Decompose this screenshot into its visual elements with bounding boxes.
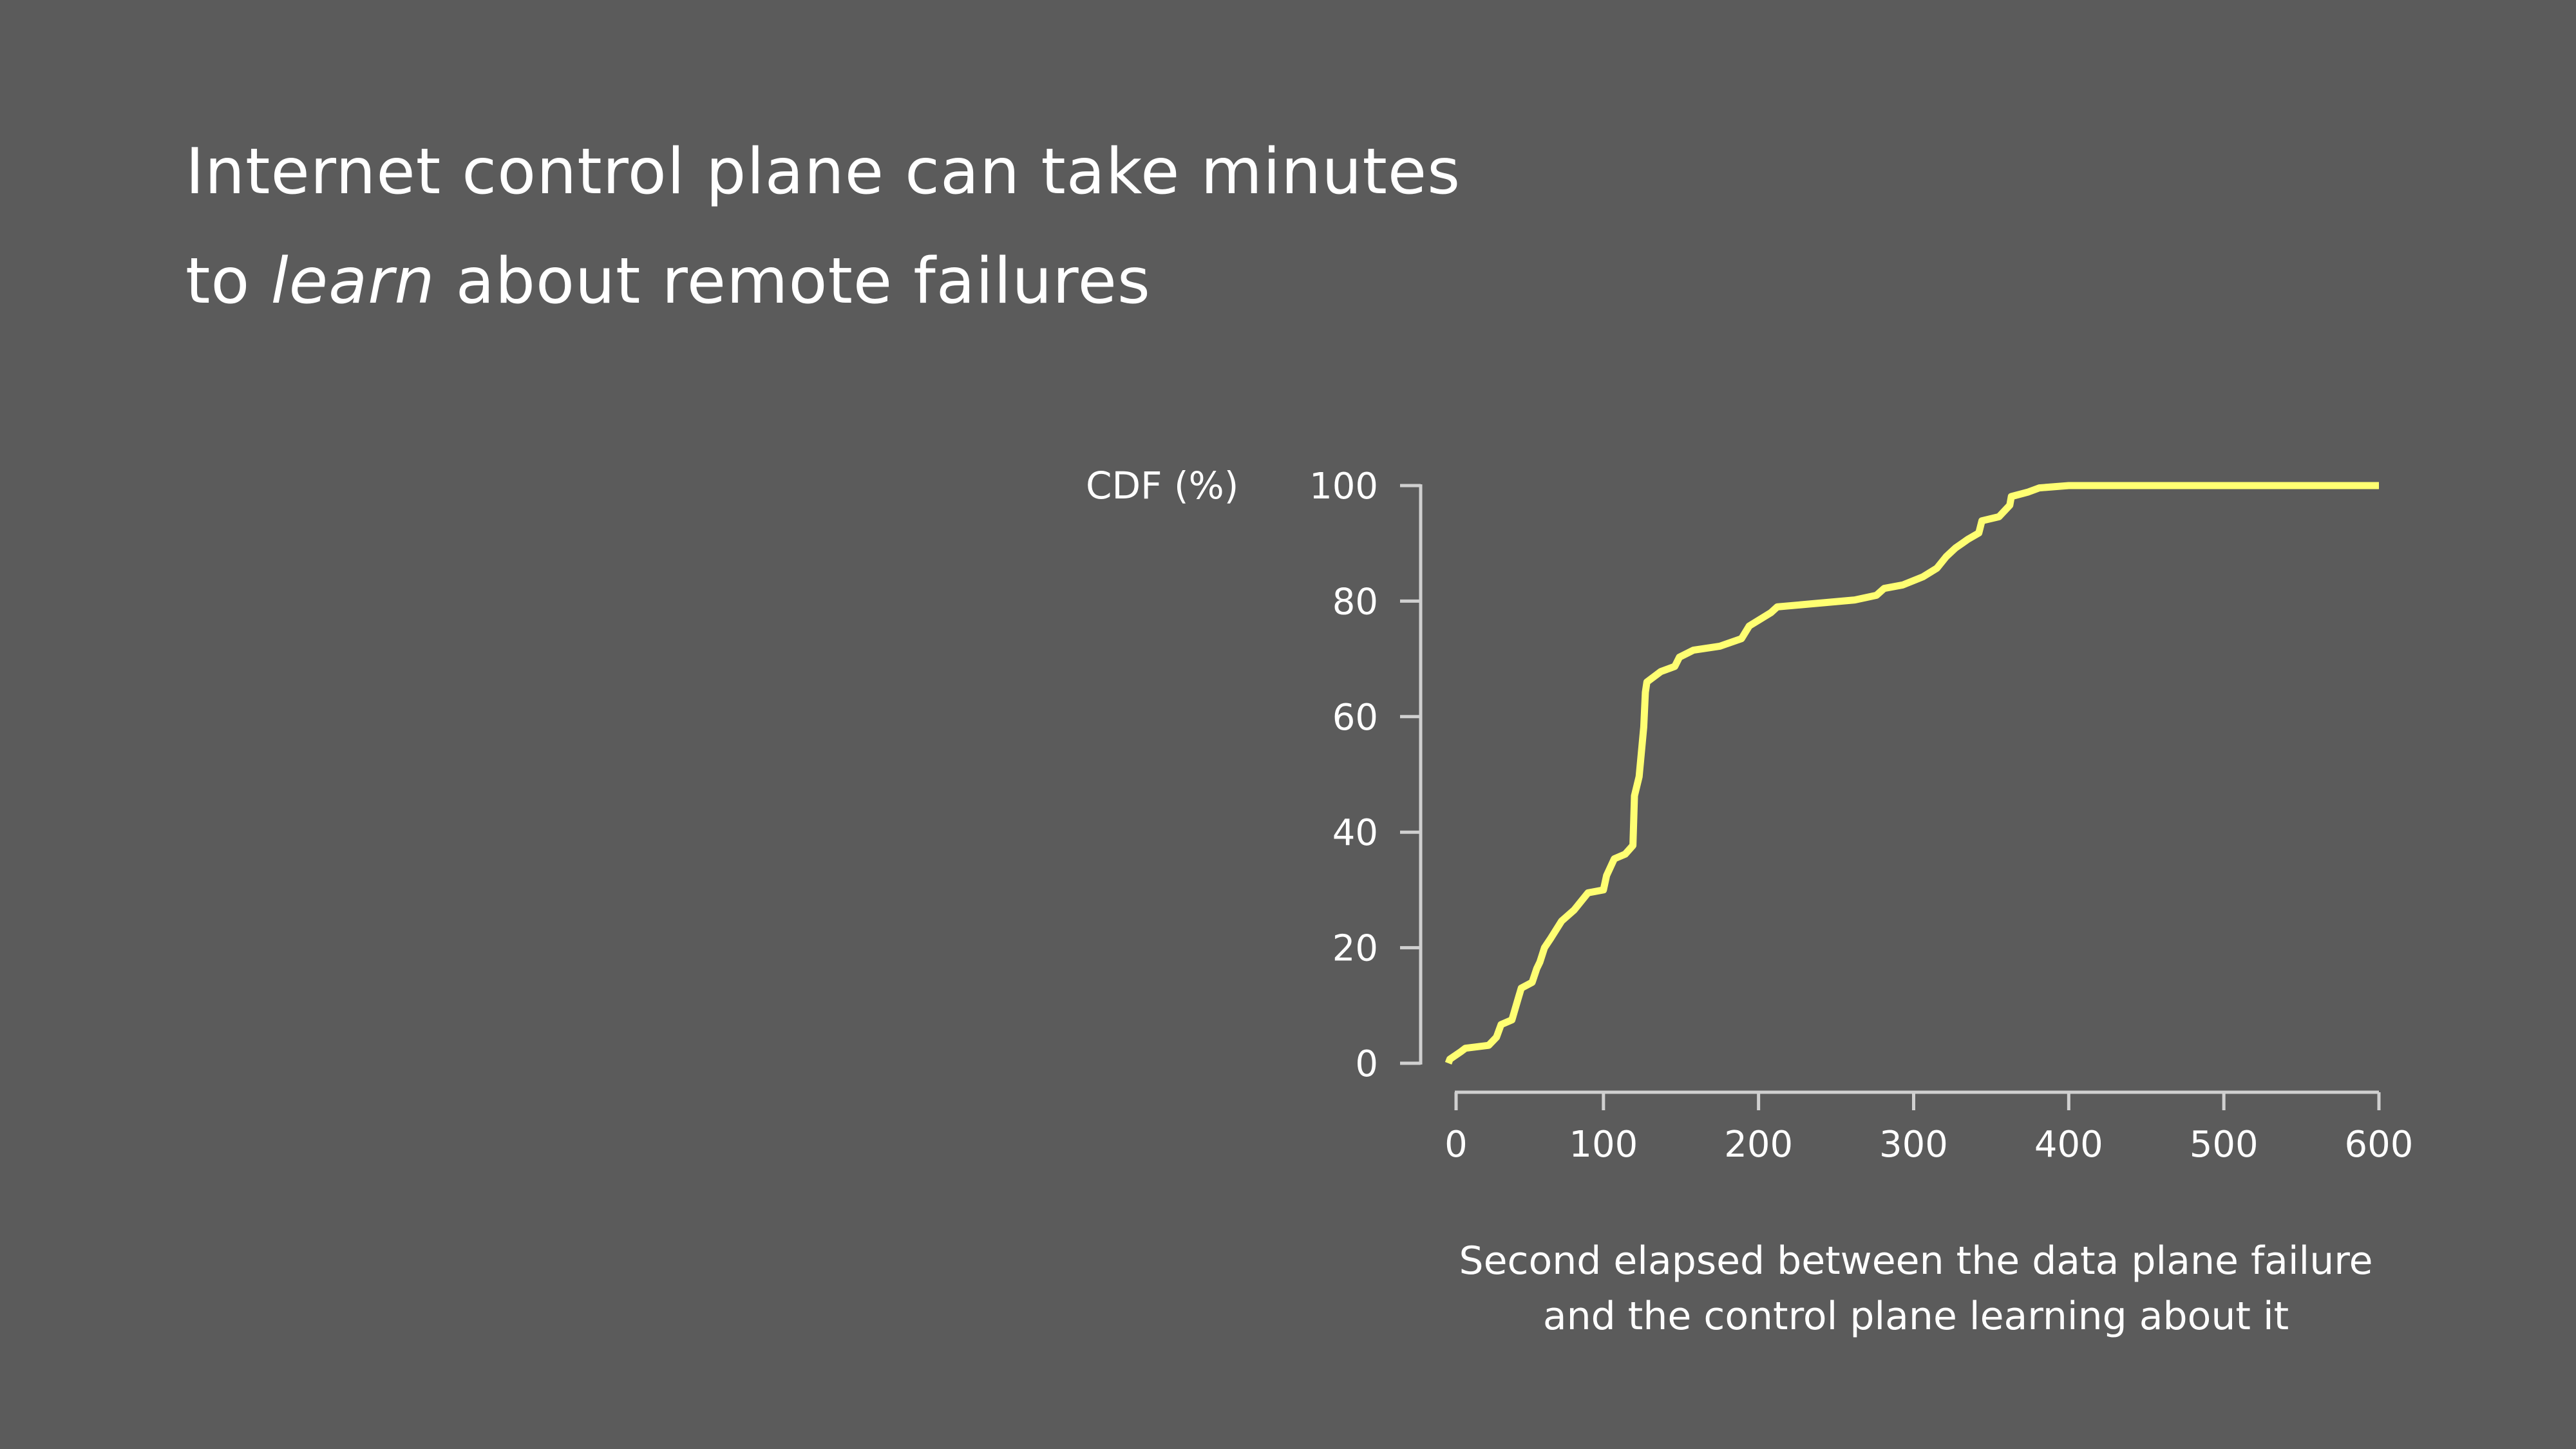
cdf-curve	[1444, 482, 2379, 1065]
y-tick-label: 20	[1332, 928, 1378, 970]
title-prefix: to	[185, 245, 271, 318]
x-tick-label: 500	[2190, 1124, 2259, 1166]
x-tick-label: 200	[1724, 1124, 1793, 1166]
x-tick-label: 400	[2034, 1124, 2103, 1166]
x-tick-label: 100	[1569, 1124, 1638, 1166]
x-tick-label: 300	[1879, 1124, 1948, 1166]
slide-title-line-2: to learn about remote failures	[185, 250, 1151, 313]
x-tick-label: 0	[1444, 1124, 1468, 1166]
title-suffix: about remote failures	[435, 245, 1151, 318]
y-tick-label: 40	[1332, 812, 1378, 854]
slide-title-line-1: Internet control plane can take minutes	[185, 135, 1461, 209]
x-tick-label: 600	[2345, 1124, 2414, 1166]
y-tick-label: 0	[1355, 1043, 1378, 1085]
y-tick-label: 100	[1309, 466, 1378, 507]
y-axis-label: CDF (%)	[1086, 464, 1239, 507]
y-tick-label: 80	[1332, 581, 1378, 623]
x-axis-label-line-2: and the control plane learning about it	[1542, 1294, 2289, 1339]
title-emphasis: learn	[270, 245, 435, 318]
x-axis-label: Second elapsed between the data plane fa…	[1401, 1233, 2431, 1344]
x-axis-label-line-1: Second elapsed between the data plane fa…	[1459, 1238, 2373, 1283]
y-tick-label: 60	[1332, 697, 1378, 739]
